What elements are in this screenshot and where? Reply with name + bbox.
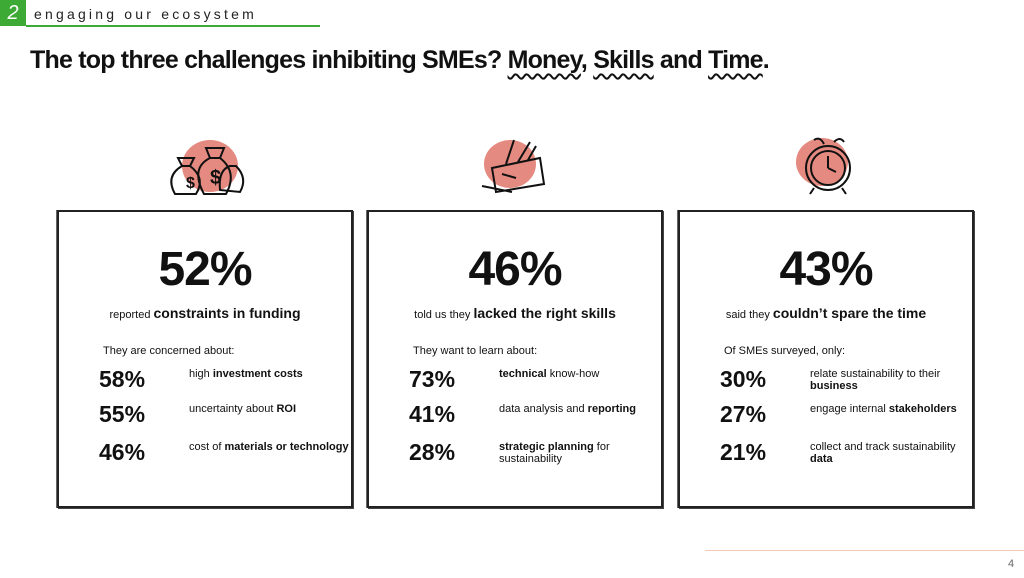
item-percent: 28% xyxy=(409,439,456,465)
bold-text: technical xyxy=(499,368,547,380)
headline-percent: 43% xyxy=(779,243,873,296)
bold-text: lacked the right skills xyxy=(473,305,616,321)
item-percent: 58% xyxy=(99,366,146,392)
bold-text: materials or technology xyxy=(224,441,349,453)
text: and xyxy=(653,46,709,74)
item-text: strategic planning for sustainability xyxy=(499,441,659,465)
item-percent: 41% xyxy=(409,401,456,427)
bold-text: strategic planning xyxy=(499,441,594,453)
item-percent: 21% xyxy=(720,439,767,465)
card-summary: reported constraints in funding xyxy=(59,305,351,321)
text: for sustainability xyxy=(499,441,610,465)
item-percent: 46% xyxy=(99,439,146,465)
text: The top three challenges inhibiting SMEs… xyxy=(30,46,508,74)
item-text: engage internal stakeholders xyxy=(810,403,970,415)
bold-text: reporting xyxy=(587,403,636,415)
text: data analysis and xyxy=(499,403,588,415)
item-text: relate sustainability to their business xyxy=(810,368,970,392)
text: reported xyxy=(109,309,154,321)
clock-icon xyxy=(796,137,851,195)
card-intro: They are concerned about: xyxy=(103,345,235,357)
item-text: uncertainty about ROI xyxy=(189,403,349,415)
bold-text: business xyxy=(810,380,858,392)
text: told us they xyxy=(414,309,474,321)
bold-text: constraints in funding xyxy=(153,305,301,321)
challenge-card: 46% told us they lacked the right skills T… xyxy=(367,210,663,508)
text: cost of xyxy=(189,441,225,453)
slide-title: The top three challenges inhibiting SMEs… xyxy=(30,46,770,75)
section-label: engaging our ecosystem xyxy=(34,6,257,22)
headline-percent: 46% xyxy=(468,243,562,296)
text: engage internal xyxy=(810,403,889,415)
card-summary: said they couldn’t spare the time xyxy=(680,305,972,321)
money-icon: $ $ xyxy=(170,140,245,195)
item-text: technical know-how xyxy=(499,368,659,380)
card-intro: Of SMEs surveyed, only: xyxy=(724,345,846,357)
underlined-text: Money xyxy=(507,46,582,74)
bold-text: stakeholders xyxy=(888,403,957,415)
card-intro: They want to learn about: xyxy=(413,345,538,357)
card-summary: told us they lacked the right skills xyxy=(369,305,661,321)
text: . xyxy=(762,46,770,74)
item-text: data analysis and reporting xyxy=(499,403,659,415)
item-percent: 55% xyxy=(99,401,146,427)
item-percent: 30% xyxy=(720,366,767,392)
section-number: 2 xyxy=(0,0,26,26)
svg-text:$: $ xyxy=(210,167,221,189)
headline-percent: 52% xyxy=(158,243,252,296)
page-number: 4 xyxy=(1008,558,1015,570)
item-percent: 27% xyxy=(720,401,767,427)
text: know-how xyxy=(546,368,600,380)
svg-text:$: $ xyxy=(186,175,195,192)
item-percent: 73% xyxy=(409,366,456,392)
bold-text: investment costs xyxy=(212,368,303,380)
text: relate sustainability to their xyxy=(810,368,941,380)
toolbox-icon xyxy=(481,139,546,194)
text: , xyxy=(580,46,594,74)
text: said they xyxy=(725,309,773,321)
text: collect and track sustainability xyxy=(810,441,956,453)
text: high xyxy=(189,368,213,380)
item-text: high investment costs xyxy=(189,368,349,380)
item-text: collect and track sustainability data xyxy=(810,441,970,465)
challenge-card: 52% reported constraints in funding They a… xyxy=(57,210,353,508)
underlined-text: Time xyxy=(708,46,763,74)
text: uncertainty about xyxy=(189,403,277,415)
header-rule xyxy=(26,25,320,27)
bold-text: ROI xyxy=(276,403,297,415)
footer-rule xyxy=(705,550,1024,551)
underlined-text: Skills xyxy=(593,46,654,74)
bold-text: couldn’t spare the time xyxy=(772,305,927,321)
challenge-card: 43% said they couldn’t spare the time Of S… xyxy=(678,210,974,508)
item-text: cost of materials or technology xyxy=(189,441,349,453)
bold-text: data xyxy=(810,453,833,465)
